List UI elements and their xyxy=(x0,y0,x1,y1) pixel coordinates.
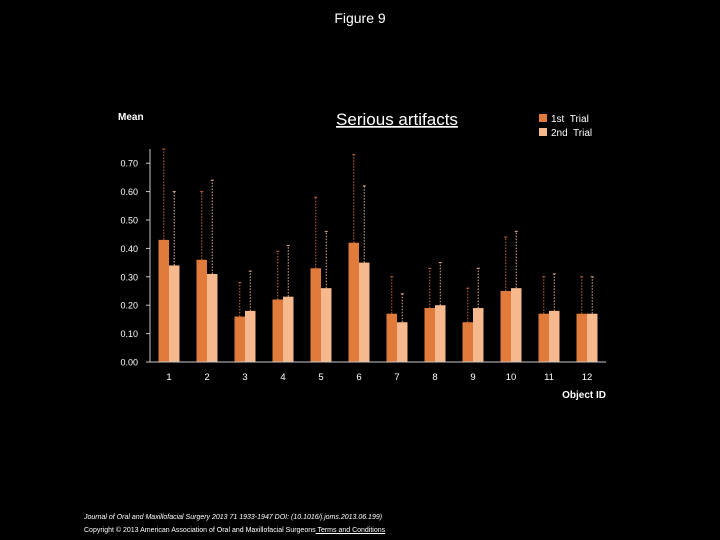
bar-trial1-object-3 xyxy=(234,316,245,362)
bar-trial1-object-8 xyxy=(424,308,435,362)
y-tick-label: 0.50 xyxy=(120,216,138,226)
x-tick-label: 8 xyxy=(432,372,437,383)
bar-trial2-object-11 xyxy=(549,310,560,362)
x-tick-label: 9 xyxy=(470,372,475,383)
error-bars-group xyxy=(162,148,594,323)
x-tick-label: 12 xyxy=(582,372,593,383)
legend-swatch-trial2 xyxy=(539,128,547,136)
legend-label-trial2: 2nd Trial xyxy=(551,128,592,139)
y-tick-label: 0.40 xyxy=(120,244,138,254)
figure-title: Figure 9 xyxy=(334,10,386,26)
bar-trial1-object-9 xyxy=(462,322,473,362)
bars-group xyxy=(158,239,598,362)
bar-trial2-object-9 xyxy=(473,308,484,362)
citation-journal: Journal of Oral and Maxillofacial Surger… xyxy=(84,514,211,521)
bar-trial2-object-1 xyxy=(169,265,180,362)
x-tick-label: 11 xyxy=(544,372,554,383)
x-tick-label: 7 xyxy=(394,372,399,383)
y-axis-ticks: 0.00 0.10 0.20 0.30 0.40 0.50 0.60 0.70 xyxy=(120,159,150,368)
bar-trial1-object-4 xyxy=(272,299,283,362)
x-tick-label: 6 xyxy=(356,372,361,383)
copyright-line: Copyright © 2013 American Association of… xyxy=(84,527,385,534)
bar-trial2-object-2 xyxy=(207,273,218,362)
bar-trial2-object-3 xyxy=(245,310,256,362)
x-axis-ticks: 1 2 3 4 5 6 7 8 9 10 11 12 xyxy=(166,372,592,383)
bar-trial2-object-5 xyxy=(321,288,332,362)
citation-line: Journal of Oral and Maxillofacial Surger… xyxy=(84,514,382,521)
legend: 1st Trial 2nd Trial xyxy=(539,114,592,139)
citation-details: 2013 71 1933-1947 DOI: (10.1016/j.joms.2… xyxy=(210,514,383,521)
bar-trial2-object-8 xyxy=(435,305,446,362)
x-tick-label: 3 xyxy=(242,372,247,383)
x-axis-label: Object ID xyxy=(562,390,606,401)
x-tick-label: 10 xyxy=(506,372,517,383)
legend-label-trial1: 1st Trial xyxy=(551,114,589,125)
bar-trial1-object-10 xyxy=(500,291,511,362)
copyright-text: Copyright © 2013 American Association of… xyxy=(84,527,316,534)
chart-title: Serious artifacts xyxy=(336,110,458,129)
bar-trial2-object-12 xyxy=(587,313,598,362)
bar-trial2-object-7 xyxy=(397,322,408,362)
bar-trial1-object-5 xyxy=(310,268,321,362)
y-tick-label: 0.60 xyxy=(120,187,138,197)
y-tick-label: 0.70 xyxy=(120,159,138,169)
bar-trial1-object-12 xyxy=(576,313,587,362)
y-tick-label: 0.20 xyxy=(120,301,138,311)
x-tick-label: 2 xyxy=(204,372,209,383)
y-tick-label: 0.00 xyxy=(120,358,138,368)
x-tick-label: 5 xyxy=(318,372,323,383)
y-tick-label: 0.10 xyxy=(120,329,138,339)
bar-trial1-object-6 xyxy=(348,242,359,362)
terms-and-conditions-link[interactable]: Terms and Conditions xyxy=(315,527,386,534)
bar-trial2-object-4 xyxy=(283,296,294,362)
bar-trial1-object-1 xyxy=(158,239,169,362)
bar-trial1-object-11 xyxy=(538,313,549,362)
bar-trial2-object-6 xyxy=(359,262,370,362)
bar-trial2-object-10 xyxy=(511,288,522,362)
y-axis-label: Mean xyxy=(118,112,144,123)
y-tick-label: 0.30 xyxy=(120,272,138,282)
legend-swatch-trial1 xyxy=(539,114,547,122)
x-tick-label: 4 xyxy=(280,372,285,383)
bar-trial1-object-2 xyxy=(196,259,207,362)
bar-trial1-object-7 xyxy=(386,313,397,362)
x-tick-label: 1 xyxy=(166,372,171,383)
